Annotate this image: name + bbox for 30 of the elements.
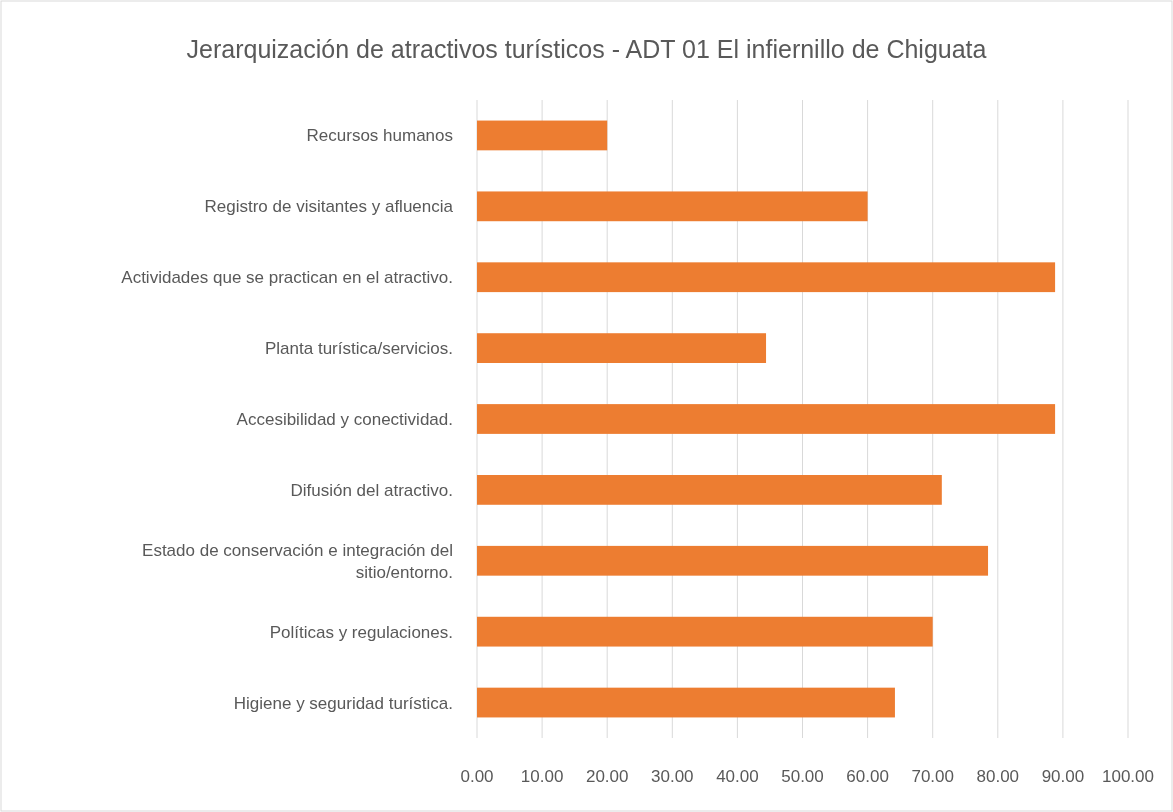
x-tick-label: 30.00 [651, 767, 694, 786]
y-tick-label: Actividades que se practican en el atractivo. [121, 268, 453, 288]
x-tick-label: 100.00 [1102, 767, 1154, 786]
x-tick-label: 70.00 [911, 767, 954, 786]
bar [477, 404, 1056, 434]
y-tick-label: Registro de visitantes y afluencia [204, 197, 454, 217]
y-tick-label: Políticas y regulaciones. [269, 622, 453, 642]
bar [477, 262, 1056, 293]
y-tick-label: Recursos humanos [306, 126, 453, 146]
y-tick-label: Difusión del atractivo. [290, 480, 453, 500]
x-tick-label: 90.00 [1041, 767, 1085, 786]
bar [477, 120, 608, 151]
x-tick-label: 50.00 [781, 767, 824, 786]
bar [477, 616, 933, 647]
bar [477, 333, 767, 363]
bar [477, 687, 895, 718]
x-tick-label: 40.00 [716, 767, 759, 786]
bar [477, 475, 942, 505]
bar [477, 191, 868, 222]
x-tick-label: 10.00 [520, 767, 564, 786]
x-tick-label: 0.00 [460, 767, 494, 786]
y-tick-label: Planta turística/servicios. [264, 339, 453, 359]
y-tick-label: Higiene y seguridad turística. [233, 693, 453, 713]
x-tick-label: 20.00 [585, 767, 629, 786]
chart-title: Jerarquización de atractivos turísticos - ADT 01 El infiernillo de Chiguata [186, 35, 987, 63]
x-tick-label: 80.00 [976, 767, 1020, 786]
y-tick-label: Estado de conservación e integración del sitio/entorno. [142, 540, 453, 582]
y-tick-label: Accesibilidad y conectividad. [236, 410, 453, 429]
bar [477, 545, 989, 576]
x-tick-label: 60.00 [846, 767, 889, 786]
